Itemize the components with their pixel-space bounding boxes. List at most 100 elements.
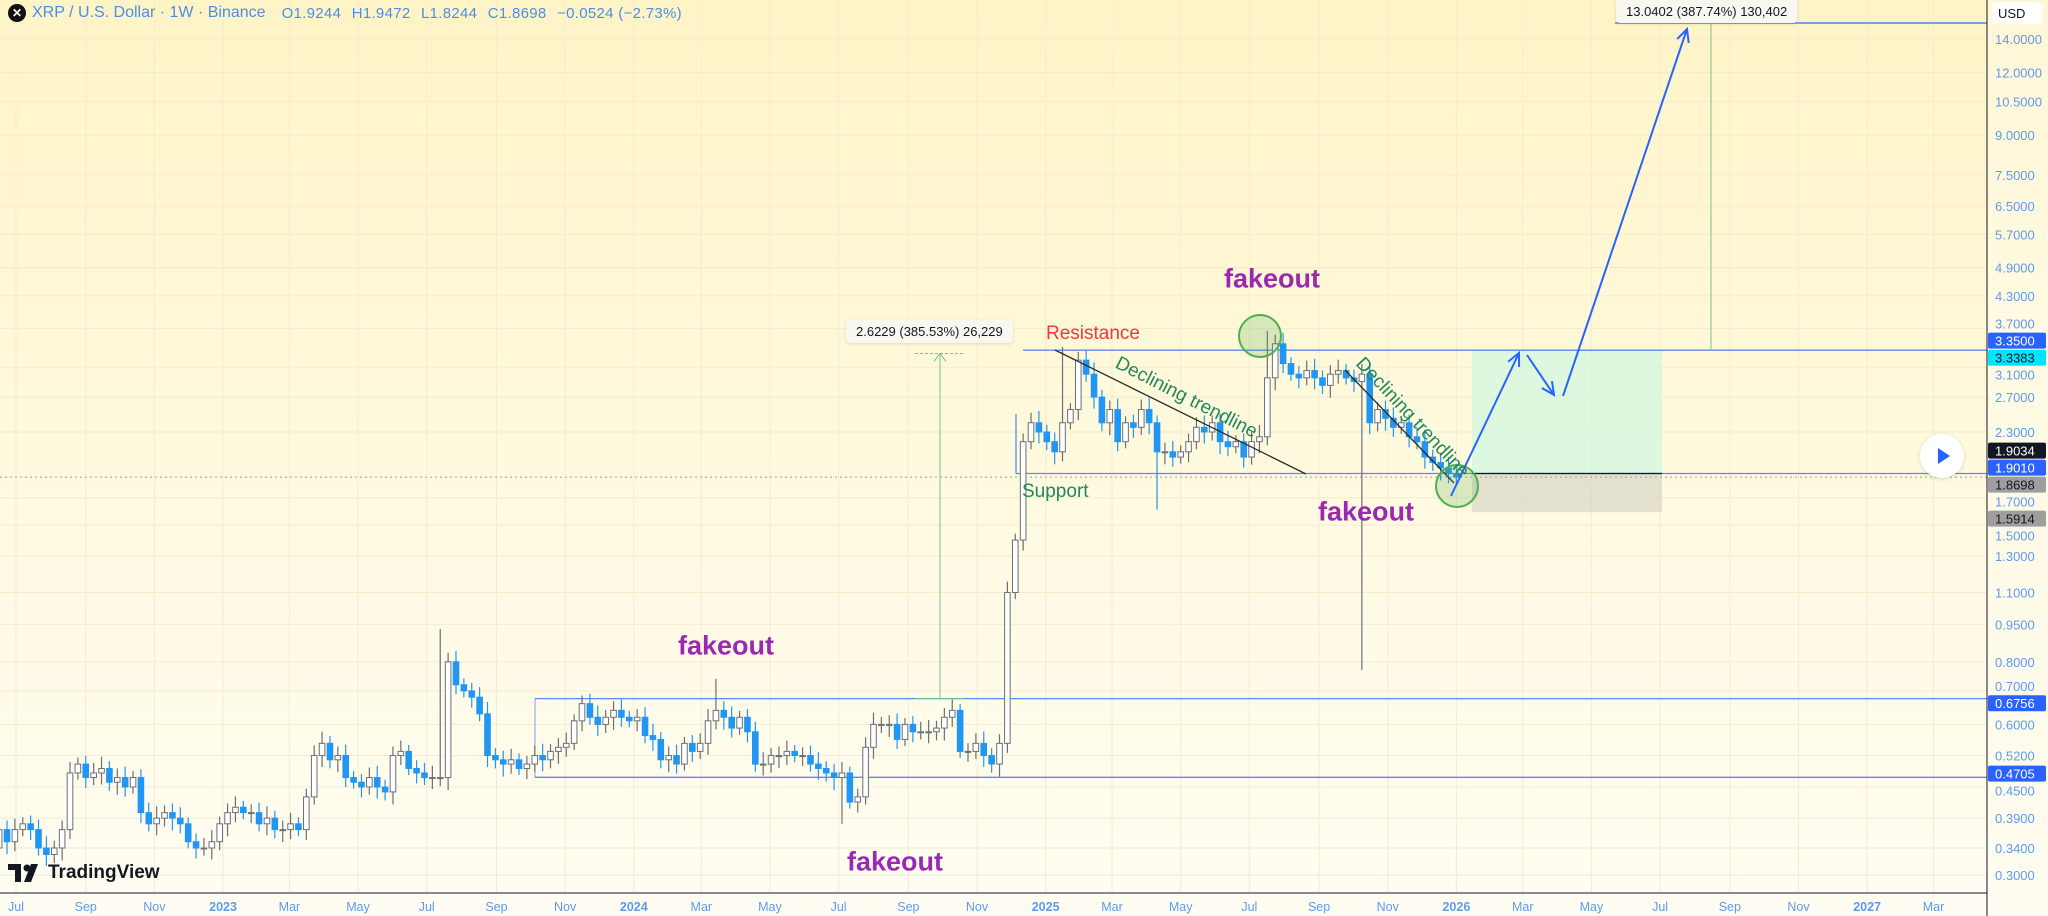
- candle: [240, 806, 247, 814]
- time-tick-label: 2024: [620, 900, 648, 914]
- price-label-bg: [1988, 332, 2046, 349]
- candle: [358, 781, 365, 788]
- candle: [366, 777, 373, 788]
- candle: [736, 716, 743, 729]
- candle: [625, 716, 633, 722]
- candle: [673, 755, 680, 765]
- candle: [665, 755, 672, 761]
- price-label-bg: [1988, 765, 2046, 782]
- price-label: 1.5914: [1995, 512, 2035, 527]
- time-tick-label: Nov: [554, 900, 577, 914]
- candle: [1090, 373, 1098, 398]
- candle: [334, 755, 342, 761]
- candle: [153, 817, 160, 825]
- candle: [326, 742, 334, 761]
- candle: [964, 750, 972, 753]
- price-tick-label: 6.5000: [1995, 199, 2035, 214]
- candle: [232, 806, 239, 814]
- price-tick-label: 0.3400: [1995, 841, 2035, 856]
- time-tick-label: Sep: [75, 900, 97, 914]
- time-tick-label: Sep: [1308, 900, 1330, 914]
- candle: [1193, 426, 1200, 443]
- candle: [633, 716, 641, 722]
- candle: [759, 763, 767, 766]
- stop-zone: [1472, 473, 1662, 513]
- candle: [547, 750, 554, 761]
- candle: [1224, 441, 1232, 448]
- price-label: 1.8698: [1995, 478, 2035, 493]
- candle: [452, 661, 460, 686]
- candle: [263, 817, 271, 825]
- time-tick-label: Jul: [1241, 900, 1257, 914]
- price-tick-label: 1.1000: [1995, 586, 2035, 601]
- candle: [610, 709, 617, 718]
- candle: [350, 777, 357, 783]
- candle: [1429, 456, 1437, 463]
- candle: [90, 772, 97, 779]
- candle: [815, 763, 822, 769]
- candle: [1256, 436, 1263, 443]
- candle: [1098, 396, 1106, 424]
- candle: [1074, 359, 1082, 411]
- candle: [208, 841, 216, 849]
- candle: [846, 772, 854, 803]
- fakeout-label: fakeout: [1223, 263, 1321, 294]
- price-tick-label: 4.3000: [1995, 289, 2035, 304]
- candle: [933, 727, 940, 733]
- candle: [822, 767, 830, 774]
- candle: [830, 772, 838, 779]
- candle: [35, 829, 42, 849]
- candle: [1358, 373, 1366, 383]
- symbol-title[interactable]: XRP / U.S. Dollar · 1W · Binance: [32, 4, 266, 21]
- candle: [27, 823, 34, 831]
- candle: [1082, 359, 1090, 375]
- time-tick-label: May: [346, 900, 370, 914]
- candle: [775, 755, 783, 758]
- support-label: Support: [1022, 481, 1089, 502]
- candle: [1445, 467, 1452, 475]
- candle: [720, 709, 728, 718]
- time-tick-label: Mar: [279, 900, 301, 914]
- candle: [413, 767, 420, 774]
- candle: [878, 723, 885, 726]
- candle: [1153, 422, 1161, 453]
- candle: [594, 716, 602, 725]
- candle: [1287, 363, 1295, 375]
- candle: [1232, 441, 1240, 448]
- currency-button[interactable]: USD: [1992, 2, 2042, 24]
- candle: [1004, 592, 1011, 744]
- candle: [941, 716, 948, 729]
- scroll-to-realtime-button[interactable]: [1920, 434, 1964, 478]
- price-label: 3.3500: [1995, 334, 2035, 349]
- time-tick-label: Nov: [143, 900, 166, 914]
- candle: [641, 716, 649, 737]
- time-tick-label: Jul: [1652, 900, 1668, 914]
- time-tick-label: Jul: [419, 900, 435, 914]
- candle: [752, 731, 759, 765]
- candle: [271, 817, 279, 831]
- candle: [901, 723, 909, 740]
- time-tick-label: Nov: [1787, 900, 1810, 914]
- arrowhead-icon: [1507, 350, 1521, 368]
- time-tick-label: Jul: [831, 900, 847, 914]
- candle: [657, 738, 665, 761]
- candle: [184, 823, 192, 843]
- price-label-bg: [1988, 459, 2046, 476]
- candle: [176, 817, 184, 825]
- candle: [247, 812, 255, 815]
- candle: [539, 755, 546, 761]
- fakeout-label: fakeout: [1317, 496, 1415, 527]
- candle: [492, 755, 499, 761]
- candle: [838, 772, 846, 779]
- projection-arrow-up: [1450, 352, 1520, 497]
- candle: [484, 713, 491, 757]
- time-tick-label: Nov: [1377, 900, 1400, 914]
- time-tick-label: Sep: [1719, 900, 1741, 914]
- candle: [405, 750, 413, 769]
- candle: [1382, 409, 1389, 419]
- candle: [1201, 426, 1208, 433]
- price-tick-label: 12.0000: [1995, 66, 2042, 81]
- arrowhead-icon: [1676, 26, 1690, 44]
- candle: [66, 772, 74, 831]
